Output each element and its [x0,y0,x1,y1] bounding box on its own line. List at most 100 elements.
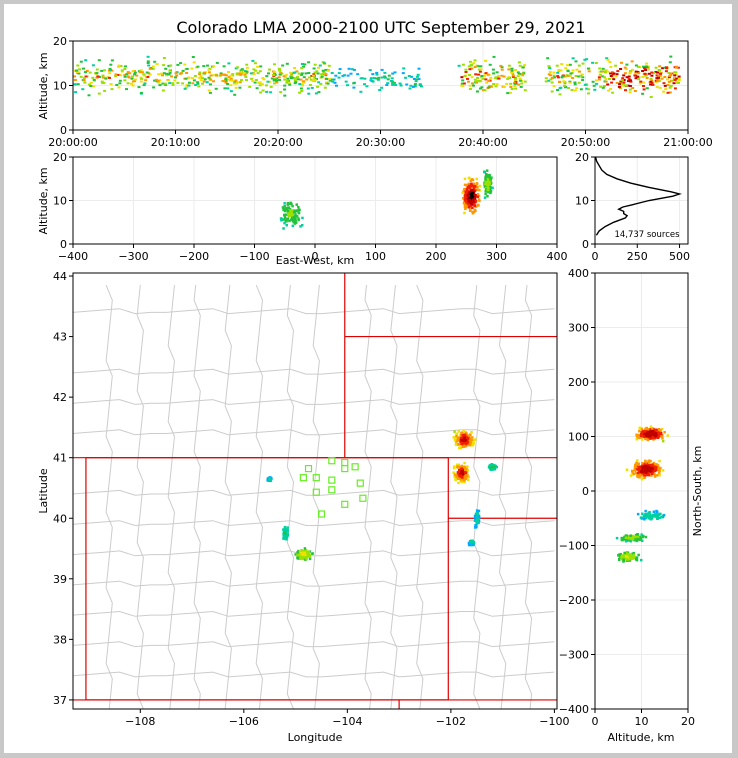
map-source-point [475,526,478,529]
county-line [105,284,113,709]
ew-source-point [301,216,304,220]
time-source-point [657,79,661,82]
ew-tick-label: 0 [312,250,319,263]
ns-source-point [626,535,630,538]
ew-source-point [291,224,295,228]
time-source-point [143,82,147,85]
ew-source-point [466,200,470,204]
time-source-point [139,80,143,83]
ns-source-point [658,467,661,470]
time-source-point [399,84,403,87]
time-source-point [343,74,346,77]
time-source-point [109,69,112,71]
ns-source-point [632,472,636,476]
time-source-point [661,67,665,70]
map-source-point [461,476,464,479]
map-source-point [463,439,466,442]
ns-source-point [638,476,641,479]
ns-source-point [644,427,647,431]
map-source-point [461,465,465,469]
ns-source-point [653,472,656,476]
time-source-point [207,89,211,92]
time-source-point [229,74,233,77]
ew-source-point [484,190,487,193]
time-source-point [368,69,372,72]
time-source-point [478,70,482,73]
time-source-point [102,82,106,85]
time-source-point [676,66,680,69]
ns-source-point [636,459,639,462]
ew-source-point [484,186,488,190]
time-source-point [317,81,321,84]
ns-source-point [642,474,645,477]
time-source-point [619,80,623,83]
ew-source-point [465,205,469,208]
map-source-point [467,441,470,444]
time-source-point [148,73,152,76]
county-line [364,285,372,709]
time-source-point [296,76,299,79]
ew-source-point [473,202,476,206]
time-source-point [563,82,567,85]
time-source-point [506,77,510,80]
time-source-point [131,75,134,78]
map-source-point [459,446,462,450]
time-source-point [298,83,302,85]
ew-source-point [293,214,297,218]
time-source-point [610,81,614,84]
time-source-point [659,71,663,74]
time-source-point [547,73,551,76]
ew-source-point [484,178,487,181]
time-source-point [251,59,255,62]
time-source-point [288,82,291,85]
ns-source-point [641,535,644,539]
time-source-point [187,84,191,87]
county-line [73,641,555,648]
time-source-point [312,78,316,81]
ns-source-point [639,436,643,439]
ns-source-point [618,555,622,558]
ew-source-point [290,209,294,212]
time-source-point [187,76,191,79]
time-source-point [84,71,87,74]
ns-source-point [657,465,660,469]
ns-source-point [646,432,649,435]
ns-source-point [647,465,650,469]
time-source-point [356,73,360,76]
time-source-point [575,68,579,71]
time-source-point [131,84,135,87]
time-source-point [494,85,498,88]
time-source-point [646,65,650,68]
time-source-point [615,81,619,84]
time-source-point [314,92,318,95]
time-source-point [654,66,658,69]
lma-station-marker [356,479,364,487]
time-source-point [462,82,466,85]
time-source-point [244,72,248,75]
time-source-point [581,79,585,81]
time-source-point [306,87,310,90]
time-source-point [630,60,634,63]
time-source-point [511,75,515,78]
ns-source-point [629,474,633,477]
time-source-point [179,62,183,65]
ns-source-point [641,462,644,465]
time-source-point [677,77,681,80]
time-source-point [175,74,179,77]
time-source-point [118,82,122,85]
time-source-point [604,69,608,72]
ns-source-point [663,431,666,434]
ns-source-point [641,463,644,467]
time-source-point [655,86,659,89]
ew-source-point [478,199,481,203]
time-source-point [470,63,474,66]
time-source-point [126,82,130,85]
time-source-point [233,81,237,84]
time-source-point [657,75,661,77]
ew-source-point [472,182,476,186]
ew-source-point [468,186,472,190]
time-source-point [161,74,164,77]
latitude-tick-label: 43 [53,331,67,344]
time-source-point [667,76,671,79]
latitude-tick-label: 38 [53,633,67,646]
